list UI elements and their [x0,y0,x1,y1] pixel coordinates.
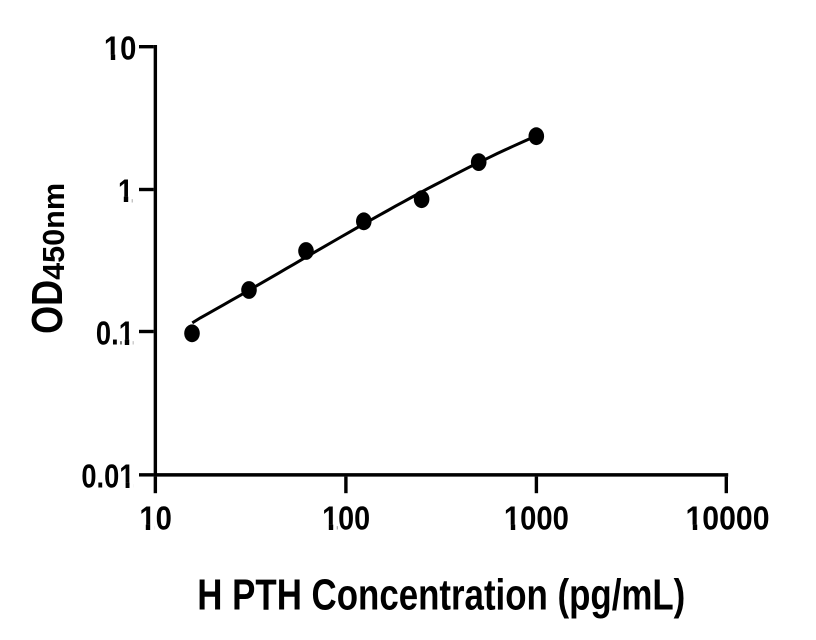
svg-text:10000: 10000 [686,500,770,537]
svg-text:10: 10 [139,500,172,537]
svg-text:H PTH Concentration (pg/mL): H PTH Concentration (pg/mL) [197,571,685,620]
svg-text:0.1: 0.1 [96,315,134,352]
svg-text:OD450nm: OD450nm [23,183,72,334]
svg-text:0.01: 0.01 [81,458,134,495]
svg-text:10: 10 [104,30,137,67]
svg-text:1000: 1000 [504,500,569,537]
svg-text:1: 1 [118,172,133,209]
svg-text:100: 100 [322,500,370,537]
